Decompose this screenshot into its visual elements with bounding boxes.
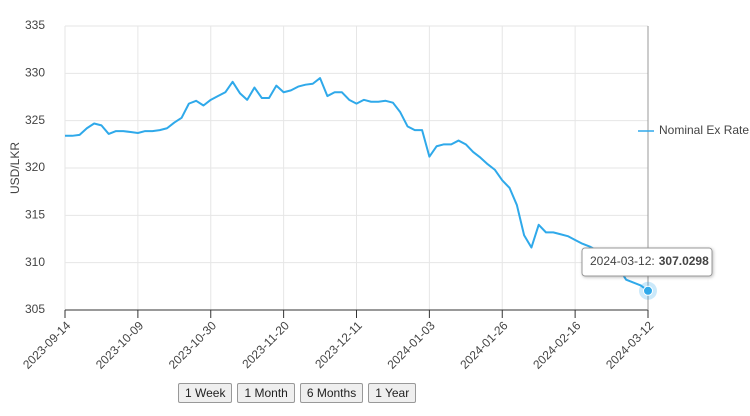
x-tick-label: 2023-10-09 — [93, 318, 147, 372]
range-buttons: 1 Week 1 Month 6 Months 1 Year — [178, 383, 417, 403]
x-tick-label: 2024-01-26 — [457, 318, 511, 372]
y-tick-label: 325 — [25, 113, 45, 127]
y-tick-label: 320 — [25, 160, 45, 174]
x-tick-label: 2024-03-12 — [603, 318, 657, 372]
range-button[interactable]: 6 Months — [299, 383, 364, 403]
range-button[interactable]: 1 Month — [237, 383, 295, 403]
tooltip-value: 307.0298 — [659, 254, 709, 268]
x-tick-label: 2023-11-20 — [239, 318, 292, 371]
series-line — [65, 77, 649, 292]
tooltip-text: 2024-03-12: 307.0298 — [590, 254, 709, 268]
y-tick-label: 310 — [25, 255, 45, 269]
y-tick-label: 315 — [25, 208, 45, 222]
tooltip: 2024-03-12: 307.0298 — [581, 247, 713, 277]
y-tick-label: 330 — [25, 66, 45, 80]
tooltip-date: 2024-03-12: — [590, 254, 655, 268]
y-tick-label: 305 — [25, 302, 45, 316]
range-button[interactable]: 1 Year — [368, 383, 417, 403]
range-button[interactable]: 1 Week — [178, 383, 233, 403]
x-tick-label: 2024-01-03 — [384, 318, 438, 372]
x-tick-label: 2023-10-30 — [166, 318, 220, 372]
tooltip-box — [581, 247, 713, 277]
x-tick-label: 2023-12-11 — [312, 318, 365, 371]
legend-label: Nominal Ex Rate — [659, 123, 749, 137]
y-tick-label: 335 — [25, 18, 45, 32]
marker — [643, 285, 653, 296]
y-axis-label: USD/LKR — [8, 142, 22, 194]
x-tick-label: 2024-02-16 — [530, 318, 584, 372]
x-tick-label: 2023-09-14 — [20, 318, 74, 372]
